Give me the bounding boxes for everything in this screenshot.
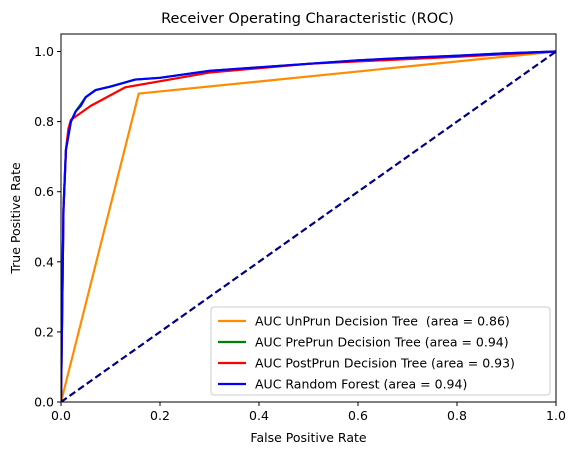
series-layer: [61, 50, 556, 402]
x-tick-label: 0.6: [348, 408, 368, 423]
series-line-0: [61, 50, 556, 402]
y-tick-label: 1.0: [34, 44, 54, 59]
y-axis-label: True Positive Rate: [8, 162, 23, 275]
series-line-4: [61, 50, 556, 402]
legend-label: AUC UnPrun Decision Tree (area = 0.86): [255, 314, 510, 329]
x-tick-label: 0.8: [447, 408, 467, 423]
series-line-3: [61, 50, 556, 402]
legend-box: [210, 306, 551, 396]
x-tick-label: 1.0: [546, 408, 566, 423]
legend-label: AUC PrePrun Decision Tree (area = 0.94): [255, 335, 509, 350]
y-tick-label: 0.0: [34, 395, 54, 410]
x-tick-label: 0.0: [51, 408, 71, 423]
y-tick-label: 0.4: [34, 254, 54, 269]
x-tick-label: 0.2: [150, 408, 170, 423]
plot-frame: [60, 33, 557, 403]
x-axis-ticks: 0.0 0.2 0.4 0.6 0.8 1.0: [51, 402, 566, 423]
x-tick-label: 0.4: [249, 408, 269, 423]
y-tick-label: 0.6: [34, 184, 54, 199]
y-axis-ticks: 0.0 0.2 0.4 0.6 0.8 1.0: [34, 44, 61, 410]
chart-title: Receiver Operating Characteristic (ROC): [161, 11, 454, 27]
y-tick-label: 0.2: [34, 324, 54, 339]
plot-area: [60, 33, 557, 403]
legend-label: AUC Random Forest (area = 0.94): [255, 377, 467, 392]
x-axis-label: False Positive Rate: [250, 430, 366, 445]
y-tick-label: 0.8: [34, 114, 54, 129]
legend-label: AUC PostPrun Decision Tree (area = 0.93): [255, 356, 515, 371]
legend: AUC UnPrun Decision Tree (area = 0.86) AU…: [210, 306, 551, 396]
